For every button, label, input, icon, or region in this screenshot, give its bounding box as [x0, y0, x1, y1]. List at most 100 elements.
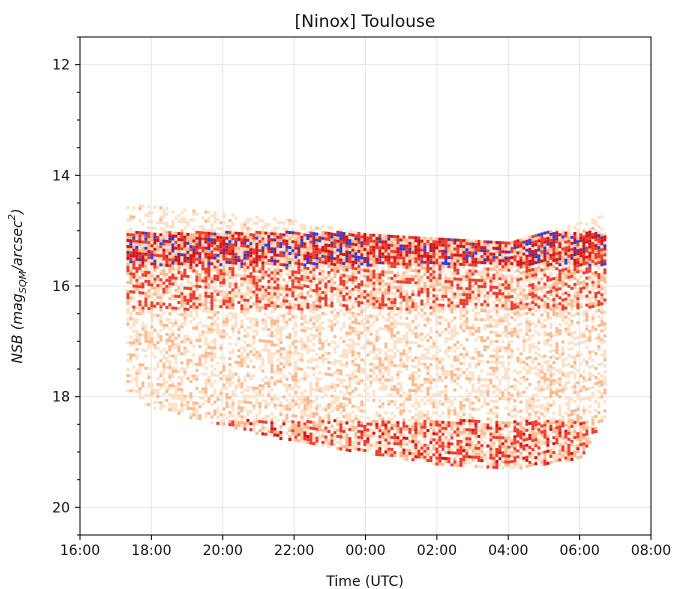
heat-cell: [327, 403, 331, 406]
heat-cell: [162, 362, 166, 366]
heat-cell: [129, 341, 133, 345]
heat-cell: [240, 418, 244, 422]
heat-cell: [183, 367, 187, 371]
heat-cell: [222, 245, 226, 249]
heat-cell: [258, 252, 262, 256]
heat-cell: [399, 355, 403, 359]
heat-cell: [270, 292, 274, 296]
heat-cell: [450, 370, 454, 374]
heat-cell: [378, 291, 382, 295]
heat-cell: [189, 251, 193, 255]
heat-cell: [165, 233, 169, 237]
heat-cell: [471, 299, 475, 303]
heat-cell: [273, 244, 277, 248]
heat-cell: [291, 243, 295, 247]
heat-cell: [201, 354, 205, 358]
heat-cell: [198, 273, 202, 277]
heat-cell: [156, 278, 160, 281]
heat-cell: [288, 426, 292, 429]
heat-cell: [141, 252, 145, 256]
heat-cell: [342, 325, 346, 328]
heat-cell: [372, 356, 376, 360]
heat-cell: [180, 217, 184, 221]
heat-cell: [186, 403, 190, 407]
heat-cell: [405, 454, 409, 458]
heat-cell: [207, 232, 211, 235]
heat-cell: [237, 253, 241, 256]
heat-cell: [288, 336, 292, 339]
heat-cell: [423, 422, 427, 426]
heat-cell: [144, 300, 148, 304]
heat-cell: [174, 309, 178, 313]
heat-cell: [237, 412, 241, 415]
heat-cell: [285, 299, 289, 303]
heat-cell: [468, 404, 472, 408]
heat-cell: [390, 234, 394, 238]
heat-cell: [369, 278, 373, 282]
heat-cell: [135, 374, 139, 378]
heat-cell: [411, 236, 415, 240]
heat-cell: [462, 440, 466, 444]
heat-cell: [435, 330, 439, 334]
heat-cell: [189, 416, 193, 420]
heat-cell: [150, 259, 154, 263]
heat-cell: [300, 421, 304, 425]
heat-cell: [426, 381, 430, 384]
heat-cell: [435, 459, 439, 463]
heat-cell: [438, 258, 442, 262]
heat-cell: [153, 286, 157, 290]
heat-cell: [453, 412, 457, 416]
heat-cell: [216, 265, 220, 269]
heat-cell: [366, 236, 370, 240]
heat-cell: [438, 366, 442, 370]
heat-cell: [177, 346, 181, 349]
heat-cell: [129, 251, 133, 255]
heat-cell: [270, 286, 274, 290]
heat-cell: [228, 246, 232, 250]
heat-cell: [414, 332, 418, 336]
heat-cell: [384, 234, 388, 238]
heat-cell: [222, 248, 226, 252]
heat-cell: [399, 382, 403, 386]
heat-cell: [261, 399, 265, 403]
heat-cell: [318, 257, 322, 261]
heat-cell: [174, 369, 178, 373]
heat-cell: [240, 262, 244, 266]
heat-cell: [426, 321, 430, 324]
heat-cell: [369, 332, 373, 336]
heat-cell: [333, 314, 337, 318]
heat-cell: [465, 461, 469, 465]
heat-cell: [330, 295, 334, 299]
heat-cell: [381, 246, 385, 250]
heat-cell: [348, 233, 352, 237]
heat-cell: [174, 246, 178, 250]
heat-cell: [327, 226, 331, 229]
heat-cell: [441, 315, 445, 319]
heat-cell: [198, 417, 202, 421]
heat-cell: [201, 276, 205, 280]
heat-cell: [429, 327, 433, 331]
heat-cell: [165, 248, 169, 252]
heat-cell: [264, 342, 268, 346]
heat-cell: [393, 313, 397, 317]
heat-cell: [243, 274, 247, 278]
heat-cell: [228, 252, 232, 256]
heat-cell: [348, 260, 352, 264]
heat-cell: [243, 406, 247, 410]
heat-cell: [195, 230, 199, 234]
heat-cell: [327, 256, 331, 259]
heat-cell: [450, 244, 454, 248]
heat-cell: [402, 433, 406, 437]
heat-cell: [366, 245, 370, 249]
heat-cell: [420, 239, 424, 243]
heat-cell: [297, 250, 301, 254]
heat-cell: [435, 441, 439, 445]
heat-cell: [150, 394, 154, 398]
heat-cell: [165, 278, 169, 282]
heat-cell: [183, 247, 187, 251]
heat-cell: [189, 242, 193, 246]
heat-cell: [444, 277, 448, 280]
heat-cell: [417, 290, 421, 294]
heat-cell: [159, 251, 163, 255]
heat-cell: [207, 292, 211, 295]
